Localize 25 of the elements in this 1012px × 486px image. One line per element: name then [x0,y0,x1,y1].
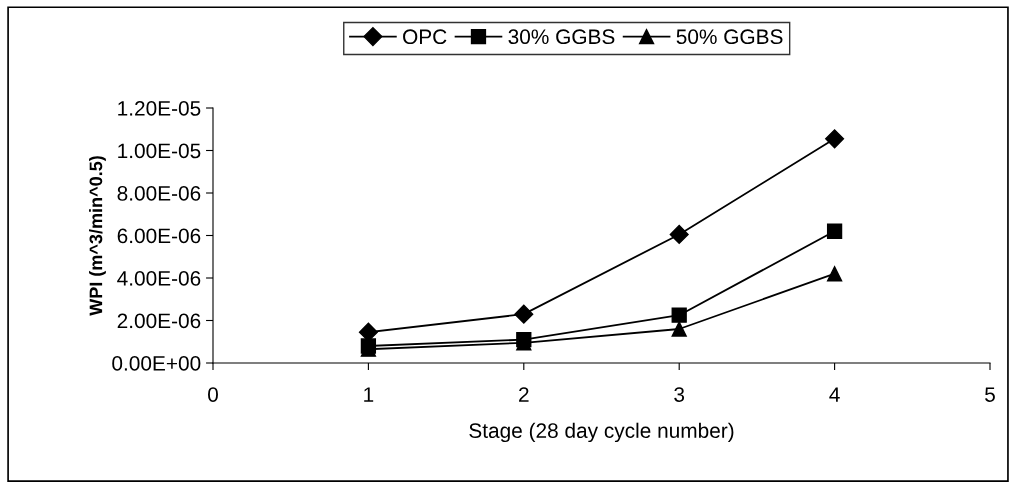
y-tick-label: 8.00E-06 [117,186,201,201]
point [669,224,689,244]
point [514,304,534,324]
point [826,266,843,282]
y-tick-label: 4.00E-06 [117,271,201,286]
x-tick-label: 4 [829,387,840,402]
y-axis-title: WPI (m^3/min^0.5) [89,156,106,316]
point [826,223,843,239]
legend-label: 50% GGBS [676,29,783,45]
point [825,129,845,149]
y-tick-label: 2.00E-06 [117,313,201,329]
x-tick-label: 1 [364,387,374,402]
x-tick-label: 2 [519,387,529,402]
y-tick-label: 6.00E-06 [117,228,201,244]
point [671,321,687,337]
y-tick-label: 1.00E-05 [118,143,201,159]
y-tick-label: 0.00E+00 [112,356,201,371]
x-tick-label: 3 [674,387,685,402]
x-tick-label: 0 [208,387,218,402]
x-tick-label: 5 [985,387,995,402]
x-axis-title: Stage (28 day cycle number) [469,422,734,443]
legend-label: OPC [403,29,447,45]
point [671,307,687,323]
y-tick-label: 1.20E-05 [118,101,201,116]
legend-label: 30% GGBS [508,29,615,45]
